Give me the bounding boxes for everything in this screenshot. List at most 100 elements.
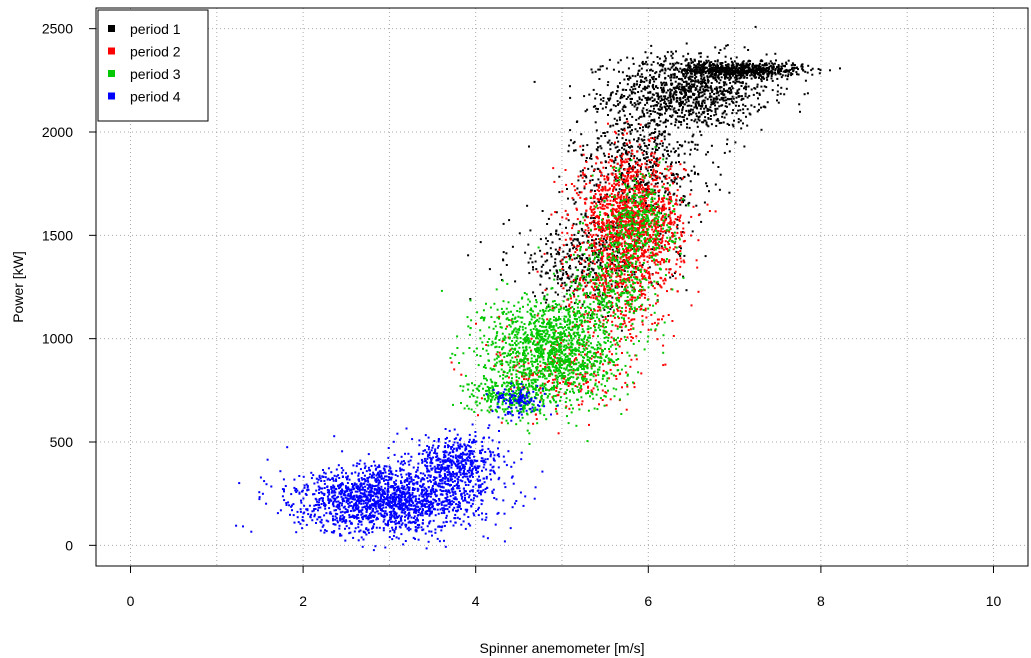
data-point bbox=[599, 347, 602, 350]
data-point bbox=[622, 269, 625, 272]
data-point bbox=[681, 144, 684, 147]
data-point bbox=[679, 216, 681, 219]
data-point bbox=[583, 174, 586, 177]
data-point bbox=[667, 250, 670, 252]
data-point bbox=[511, 340, 514, 342]
data-point bbox=[622, 249, 625, 252]
data-point bbox=[781, 74, 784, 77]
data-point bbox=[651, 248, 654, 251]
data-point bbox=[611, 353, 613, 356]
data-point bbox=[599, 197, 602, 200]
data-point bbox=[663, 197, 666, 200]
data-point bbox=[619, 97, 622, 100]
data-point bbox=[629, 130, 632, 133]
data-point bbox=[627, 221, 630, 223]
data-point bbox=[670, 98, 673, 101]
data-point bbox=[650, 137, 653, 140]
data-point bbox=[699, 52, 702, 55]
data-point bbox=[626, 336, 629, 339]
data-point bbox=[734, 104, 737, 107]
data-point bbox=[785, 68, 788, 71]
data-point bbox=[551, 381, 554, 384]
data-point bbox=[589, 190, 592, 193]
data-point bbox=[705, 123, 708, 126]
data-point bbox=[610, 142, 613, 145]
data-point bbox=[570, 346, 573, 349]
data-point bbox=[593, 221, 595, 224]
data-point bbox=[625, 229, 627, 232]
data-point bbox=[712, 77, 715, 80]
data-point bbox=[681, 107, 684, 110]
data-point bbox=[731, 62, 734, 64]
data-point bbox=[561, 258, 564, 261]
data-point bbox=[680, 247, 682, 250]
data-point bbox=[590, 165, 593, 168]
data-point bbox=[721, 112, 724, 115]
data-point bbox=[614, 255, 617, 258]
data-point bbox=[689, 180, 692, 183]
data-point bbox=[595, 351, 598, 354]
data-point bbox=[592, 287, 595, 290]
data-point bbox=[617, 263, 620, 266]
data-point bbox=[623, 144, 626, 147]
data-point bbox=[661, 132, 664, 135]
data-point bbox=[790, 72, 793, 75]
data-point bbox=[608, 188, 611, 191]
data-point bbox=[690, 189, 693, 192]
data-point bbox=[609, 294, 612, 297]
data-point bbox=[509, 388, 512, 391]
data-point bbox=[722, 94, 725, 97]
data-point bbox=[630, 124, 633, 126]
data-point bbox=[743, 145, 746, 148]
data-point bbox=[583, 266, 586, 269]
data-point bbox=[597, 276, 600, 279]
data-point bbox=[616, 224, 619, 227]
data-point bbox=[649, 248, 652, 251]
data-point bbox=[746, 74, 749, 76]
data-point bbox=[672, 172, 675, 175]
data-point bbox=[527, 377, 530, 380]
data-point bbox=[664, 77, 667, 80]
data-point bbox=[751, 64, 754, 67]
data-point bbox=[607, 315, 610, 317]
data-point bbox=[609, 143, 612, 146]
data-point bbox=[644, 162, 647, 165]
data-point bbox=[665, 109, 668, 112]
data-point bbox=[623, 240, 626, 243]
data-point bbox=[627, 126, 629, 129]
data-point bbox=[674, 89, 677, 92]
data-point bbox=[578, 336, 580, 339]
data-point bbox=[630, 248, 633, 251]
data-point bbox=[601, 205, 604, 208]
data-point bbox=[619, 59, 622, 62]
data-point bbox=[612, 188, 615, 191]
data-point bbox=[543, 348, 546, 351]
data-point bbox=[752, 74, 755, 77]
data-point bbox=[555, 232, 557, 235]
data-point bbox=[580, 153, 583, 156]
data-point bbox=[638, 143, 641, 146]
data-point bbox=[637, 164, 640, 167]
data-point bbox=[735, 96, 738, 99]
data-point bbox=[575, 323, 578, 326]
data-point bbox=[673, 92, 676, 95]
data-point bbox=[714, 183, 717, 186]
data-point bbox=[659, 105, 662, 108]
data-point bbox=[600, 161, 603, 164]
data-point bbox=[640, 224, 643, 226]
data-point bbox=[643, 289, 646, 292]
data-point bbox=[625, 284, 628, 287]
data-point bbox=[574, 282, 577, 284]
data-point bbox=[748, 67, 751, 70]
data-point bbox=[477, 364, 480, 367]
data-point bbox=[659, 112, 662, 115]
data-point bbox=[664, 191, 667, 194]
data-point bbox=[576, 244, 579, 247]
data-point bbox=[664, 57, 667, 60]
data-point bbox=[693, 84, 696, 87]
data-point bbox=[556, 412, 559, 415]
data-point bbox=[678, 144, 681, 146]
data-point bbox=[626, 83, 629, 86]
data-point bbox=[665, 157, 668, 160]
data-point bbox=[623, 270, 626, 272]
